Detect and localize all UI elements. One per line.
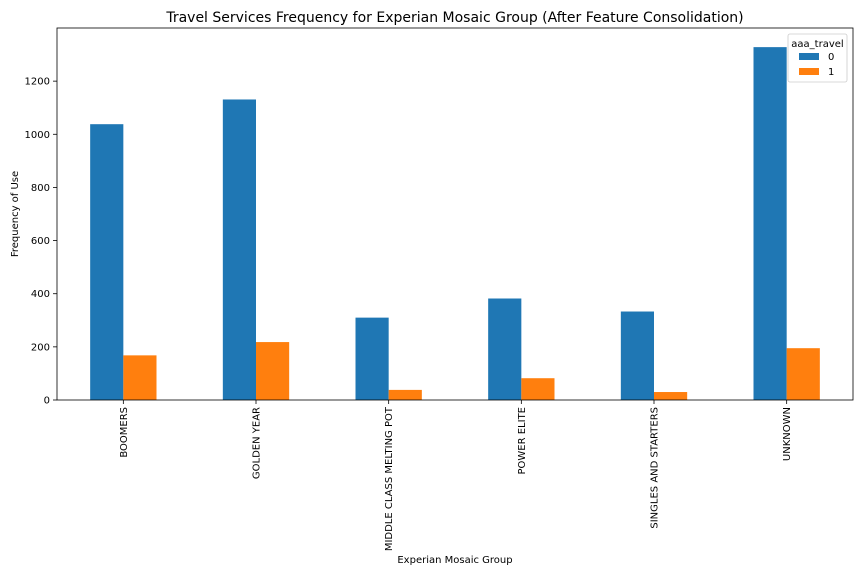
y-axis-label: Frequency of Use: [10, 171, 21, 257]
x-tick-label: BOOMERS: [119, 407, 130, 458]
bar-singles-and-starters-series-1: [654, 392, 688, 400]
x-tick-label: GOLDEN YEAR: [252, 407, 263, 479]
chart-title: Travel Services Frequency for Experian M…: [165, 10, 743, 26]
bar-power-elite-series-1: [521, 378, 555, 400]
y-tick-label: 1000: [25, 130, 50, 141]
bar-golden-year-series-0: [222, 99, 256, 400]
x-axis-label: Experian Mosaic Group: [397, 555, 512, 566]
bar-boomers-series-0: [90, 124, 124, 400]
x-tick-label: POWER ELITE: [517, 407, 528, 475]
bar-golden-year-series-1: [256, 342, 290, 400]
legend: aaa_travel 0 1: [787, 33, 848, 83]
plot-frame: [56, 27, 854, 401]
legend-label-series-1: 1: [828, 67, 834, 78]
plot-area: BOOMERS GOLDEN YEAR MIDDLE CLASS MELTING P…: [25, 27, 854, 551]
legend-swatch-series-0: [799, 53, 819, 60]
legend-swatch-series-1: [799, 68, 819, 75]
bar-unknown-series-1: [786, 348, 820, 400]
y-tick-label: 800: [31, 183, 50, 194]
y-tick-label: 1200: [25, 77, 50, 88]
y-tick-label: 200: [31, 342, 50, 353]
y-tick-label: 0: [44, 396, 50, 407]
x-tick-label: MIDDLE CLASS MELTING POT: [384, 406, 395, 551]
y-tick-label: 400: [31, 289, 50, 300]
legend-label-series-0: 0: [828, 52, 834, 63]
bar-unknown-series-0: [753, 47, 787, 400]
x-tick-label: UNKNOWN: [782, 407, 793, 461]
y-tick-label: 600: [31, 236, 50, 247]
legend-title: aaa_travel: [791, 39, 843, 50]
bar-singles-and-starters-series-0: [620, 311, 654, 400]
bar-power-elite-series-0: [488, 298, 522, 400]
bar-boomers-series-1: [123, 355, 157, 400]
x-tick-label: SINGLES AND STARTERS: [650, 407, 661, 529]
bar-middle-class-melting-pot-series-0: [355, 317, 389, 400]
bar-middle-class-melting-pot-series-1: [388, 389, 422, 400]
